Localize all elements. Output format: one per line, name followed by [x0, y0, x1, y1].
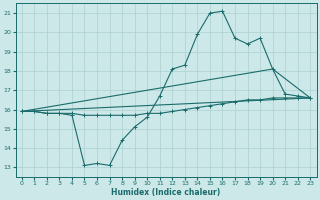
X-axis label: Humidex (Indice chaleur): Humidex (Indice chaleur): [111, 188, 221, 197]
